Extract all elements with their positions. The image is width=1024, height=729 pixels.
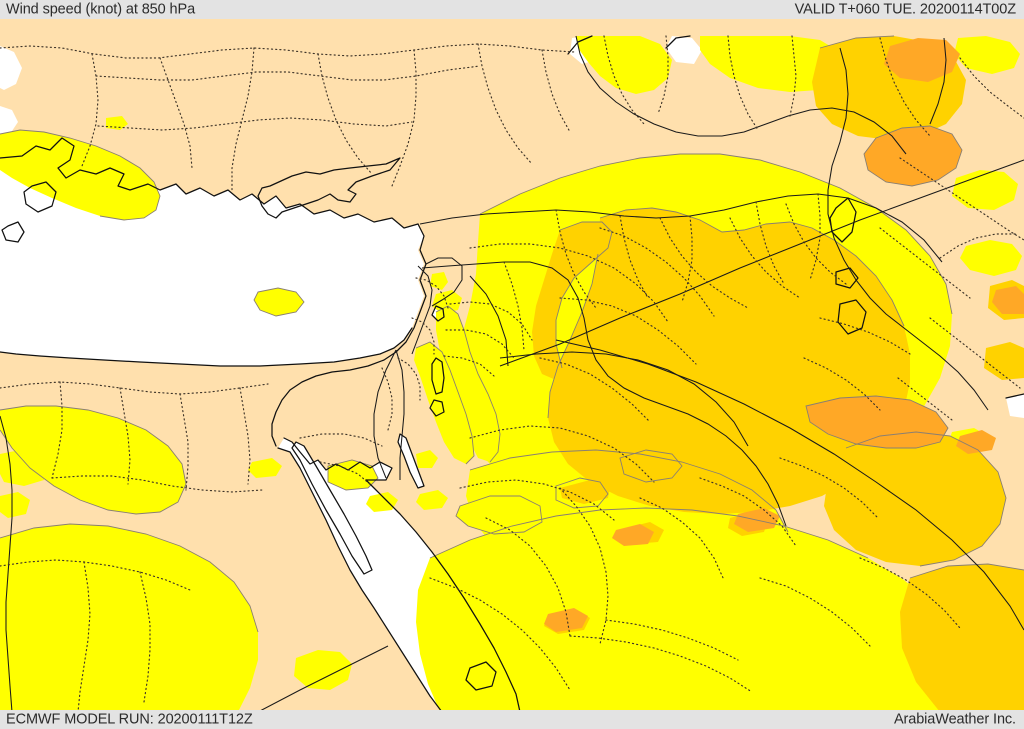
region-gold-sliver-e <box>560 480 610 504</box>
region-yellow-sinai-a <box>328 460 378 490</box>
region-yellow-med-blob <box>254 288 304 316</box>
coastline-redsea-south-island <box>465 661 497 691</box>
region-yellow-egypt-south <box>0 524 258 712</box>
coastline-persian-gulf <box>1005 393 1024 399</box>
region-gold-iran-edge-b <box>984 342 1024 380</box>
map-svg <box>0 18 1024 712</box>
region-orange-mid-tongue <box>806 396 948 448</box>
region-yellow-sinai-c <box>416 490 448 510</box>
region-yellow-sinai-d <box>248 458 282 478</box>
region-yellow-iran-c <box>960 240 1022 276</box>
region-yellow-med-southwest <box>0 406 186 514</box>
coastline-gulf-of-suez <box>291 441 373 575</box>
region-orange-top-right <box>884 38 960 82</box>
region-aegean-inlet-b <box>0 106 18 136</box>
band-gold-group <box>532 36 1024 712</box>
valid-time-label: VALID T+060 TUE. 20200114T00Z <box>794 1 1016 17</box>
coastline-egypt-north <box>0 327 413 367</box>
contour-lines <box>0 35 1024 633</box>
region-yellow-se-turkey <box>700 36 846 92</box>
region-yellow-north-syria <box>576 36 672 94</box>
region-persian-gulf-corner <box>1006 394 1024 418</box>
page-title: Wind speed (knot) at 850 hPa <box>6 1 196 17</box>
region-yellow-jordan-valley <box>436 306 500 462</box>
coastline-blacksea-a <box>567 35 593 55</box>
region-orange-north-tongue <box>870 136 908 160</box>
region-orange-small-c <box>612 524 654 546</box>
region-gold-main-swath <box>548 208 910 514</box>
model-run-label: ECMWF MODEL RUN: 20200111T12Z <box>6 711 253 727</box>
region-gold-se-patch <box>820 458 898 500</box>
region-yellow-nsaudi-c <box>496 422 562 456</box>
coastline-dead-sea <box>431 357 445 395</box>
region-yellow-egypt-west <box>0 450 50 486</box>
coastline-levant <box>271 223 427 447</box>
region-yellow-egypt-west-b <box>0 492 30 518</box>
header-bar: Wind speed (knot) at 850 hPa VALID T+060… <box>0 0 1024 19</box>
coastline-aegean-island-b <box>1 221 25 243</box>
coastline-iran-lake-b <box>835 267 859 289</box>
region-yellow-iran-a <box>954 36 1020 74</box>
region-blacksea-notch-b <box>666 36 702 64</box>
region-gulf-of-suez <box>292 442 372 574</box>
coastline-aegean-island-a <box>23 181 57 213</box>
region-orange-small-a <box>956 430 996 454</box>
region-yellow-nsaudi-a <box>416 450 438 468</box>
region-gulf-of-aqaba <box>398 434 424 488</box>
coastline-turkey-south <box>0 137 419 229</box>
footer-bar: ECMWF MODEL RUN: 20200111T12Z ArabiaWeat… <box>0 710 1024 729</box>
coastline-dead-sea-south <box>429 399 445 417</box>
region-aegean-inlet-c <box>0 196 18 222</box>
region-yellow-redsea-west <box>294 650 352 690</box>
region-gold-far-se <box>900 564 1024 712</box>
coastline-sea-of-galilee <box>431 305 445 322</box>
credit-label: ArabiaWeather Inc. <box>893 711 1016 727</box>
map-canvas[interactable] <box>0 18 1024 712</box>
region-aegean-inlet-a <box>0 46 22 90</box>
region-yellow-sinai-b <box>366 492 398 512</box>
admin-borders-dotted <box>0 35 1024 712</box>
region-orange-small-d <box>544 608 588 632</box>
coastline-cyprus <box>257 157 401 219</box>
region-orange-far-right <box>992 286 1024 314</box>
coastline-iran-lake-a <box>829 197 857 243</box>
coastline-arabia-redsea <box>365 479 521 712</box>
region-yellow-lebanon <box>430 272 448 290</box>
coastlines <box>0 35 1024 712</box>
coastline-iran-lake-c <box>837 299 867 335</box>
region-yellow-jordan-south <box>414 342 474 464</box>
coastline-sinai-west <box>277 447 443 712</box>
coastline-blacksea-b <box>665 35 691 49</box>
band-orange-group <box>544 38 1024 632</box>
region-yellow-med-west <box>0 130 160 220</box>
